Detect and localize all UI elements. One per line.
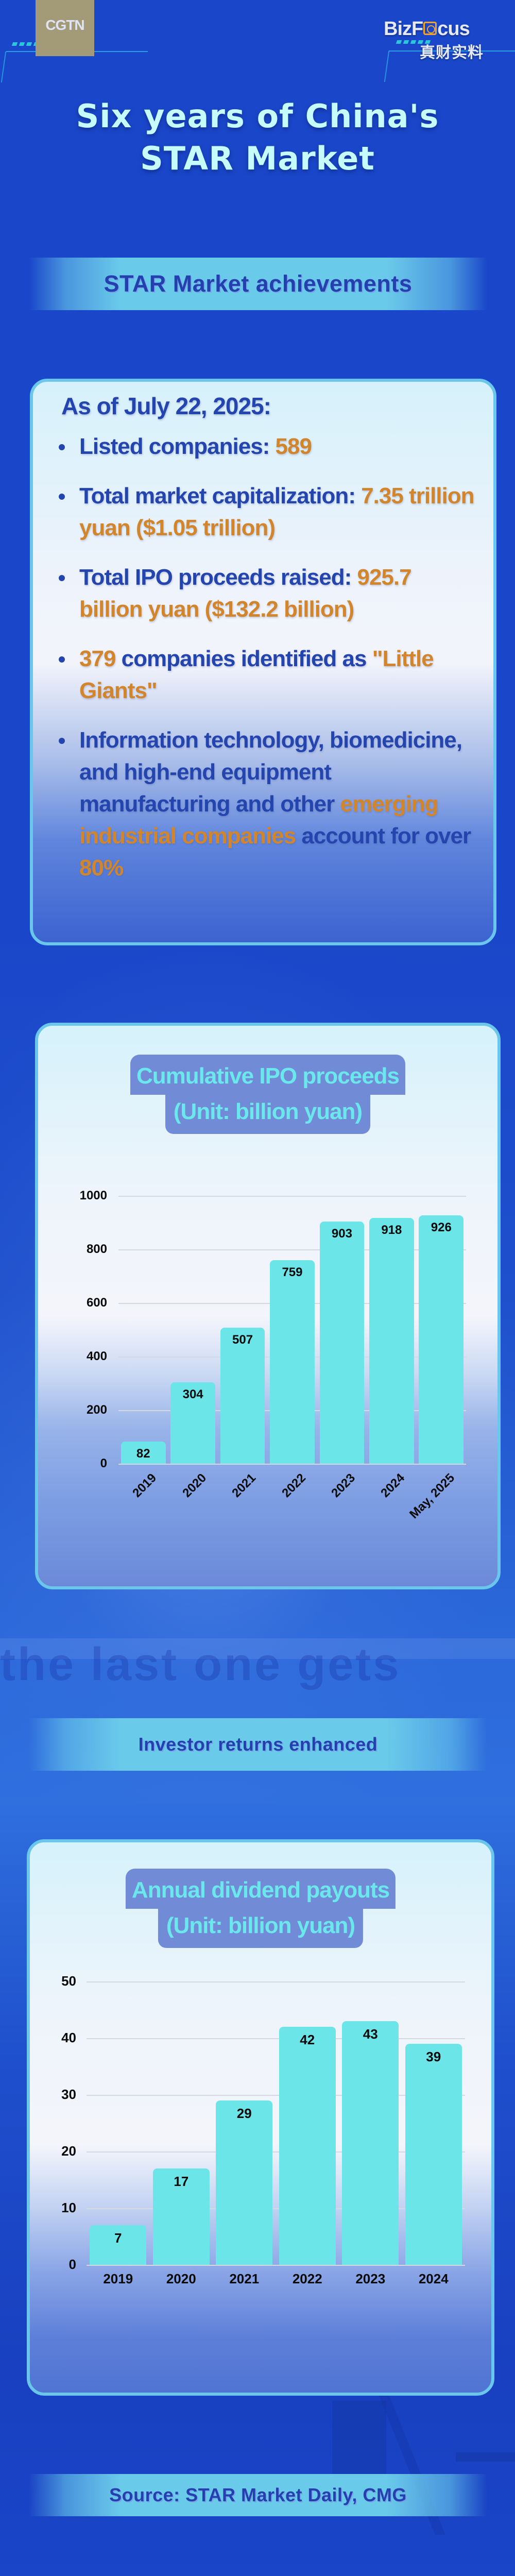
x-tick-label: 2022 xyxy=(292,2271,322,2286)
decorative-line xyxy=(389,50,515,52)
cgtn-logo: CGTN xyxy=(36,0,94,56)
x-tick-label: 2023 xyxy=(329,1471,358,1500)
x-tick-label: May, 2025 xyxy=(406,1471,457,1522)
bar: 918 xyxy=(369,1217,414,1464)
bar-value-label: 759 xyxy=(282,1265,303,1280)
chart-title-badge: Cumulative IPO proceeds (Unit: billion y… xyxy=(130,1055,406,1134)
bar-value-label: 42 xyxy=(300,2032,315,2047)
chart-subtitle: (Unit: billion yuan) xyxy=(158,1909,364,1948)
source-text: Source: STAR Market Daily, CMG xyxy=(109,2484,407,2505)
ipo-chart-card: Cumulative IPO proceeds (Unit: billion y… xyxy=(35,1023,501,1589)
bar-value-label: 903 xyxy=(331,1227,352,1241)
chart-subtitle: (Unit: billion yuan) xyxy=(165,1095,371,1134)
list-item: Listed companies: 589 xyxy=(54,431,476,463)
y-tick-label: 20 xyxy=(61,2143,76,2159)
title-line-1: Six years of China's xyxy=(76,97,439,135)
list-item: 379 companies identified as "Little Gian… xyxy=(54,643,476,707)
decorative-line xyxy=(1,52,7,82)
y-tick-label: 50 xyxy=(61,1973,76,1989)
bar: 39 xyxy=(405,2044,462,2265)
x-tick-label: 2024 xyxy=(418,2271,449,2286)
background-stripe xyxy=(0,1638,515,1659)
section-banner-investor: Investor returns enhanced xyxy=(29,1718,487,1771)
section-title: STAR Market achievements xyxy=(104,270,413,297)
bar: 17 xyxy=(152,2168,210,2265)
bar-value-label: 7 xyxy=(114,2230,122,2246)
background-ghost-text: the last one gets xyxy=(0,1639,401,1690)
bar: 759 xyxy=(270,1260,315,1464)
bar-value-label: 304 xyxy=(182,1387,203,1401)
list-item: Total IPO proceeds raised: 925.7 billion… xyxy=(54,562,476,625)
bar-value-label: 43 xyxy=(363,2026,378,2042)
gridline xyxy=(118,1196,466,1197)
gridline xyxy=(118,1249,466,1250)
y-tick-label: 30 xyxy=(61,2087,76,2103)
gridline xyxy=(87,2038,465,2039)
dividend-bar-chart: 0 10 20 30 40 50 7 2019 17 2020 29 2021 42 2022 43 2023… xyxy=(56,1971,465,2311)
gridline xyxy=(87,2265,465,2266)
gridline xyxy=(87,2151,465,2153)
bar: 29 xyxy=(216,2100,273,2265)
x-tick-label: 2022 xyxy=(279,1471,308,1500)
bar: 7 xyxy=(90,2225,147,2265)
globe-focus-icon xyxy=(423,21,437,35)
y-tick-label: 200 xyxy=(86,1402,107,1417)
achievements-card: As of July 22, 2025: Listed companies: 5… xyxy=(30,379,496,945)
page-title: Six years of China's STAR Market xyxy=(0,95,515,180)
bar: 43 xyxy=(342,2021,399,2265)
bar: 926 xyxy=(419,1215,464,1464)
bizfocus-logo: BizF cus 真财实料 xyxy=(384,18,487,62)
x-tick-label: 2021 xyxy=(229,1471,259,1500)
bizfocus-logo-en: BizF cus xyxy=(384,18,470,40)
y-tick-label: 0 xyxy=(68,2257,76,2273)
dividend-chart-card: Annual dividend payouts (Unit: billion y… xyxy=(27,1839,494,2396)
gridline xyxy=(87,1981,465,1982)
ipo-bar-chart: 0 200 400 600 800 1000 82 2019 304 2020 507 2021 759… xyxy=(77,1185,466,1522)
bar: 42 xyxy=(279,2027,336,2265)
chart-title: Annual dividend payouts xyxy=(125,1869,396,1909)
x-tick-label: 2023 xyxy=(355,2271,386,2286)
y-tick-label: 10 xyxy=(61,2200,76,2216)
section-title: Investor returns enhanced xyxy=(138,1734,378,1755)
chart-title-badge: Annual dividend payouts (Unit: billion y… xyxy=(125,1869,396,1948)
y-tick-label: 800 xyxy=(86,1242,107,1256)
x-tick-label: 2021 xyxy=(229,2271,260,2286)
y-tick-label: 400 xyxy=(86,1349,107,1363)
bar-value-label: 29 xyxy=(236,2106,252,2121)
bar-value-label: 17 xyxy=(174,2174,189,2189)
bizfocus-logo-zh: 真财实料 xyxy=(420,44,484,62)
section-banner-achievements: STAR Market achievements xyxy=(29,258,487,310)
bar: 903 xyxy=(319,1222,365,1464)
x-tick-label: 2020 xyxy=(166,2271,196,2286)
cgtn-logo-text: CGTN xyxy=(45,16,84,33)
y-tick-label: 600 xyxy=(86,1295,107,1310)
x-tick-label: 2024 xyxy=(378,1471,408,1500)
bar-value-label: 918 xyxy=(381,1223,402,1237)
source-banner: Source: STAR Market Daily, CMG xyxy=(29,2474,487,2516)
y-tick-label: 1000 xyxy=(79,1188,107,1202)
bar: 82 xyxy=(121,1442,166,1464)
list-item: Information technology, biomedicine, and… xyxy=(54,724,476,884)
y-tick-label: 40 xyxy=(61,2030,76,2046)
title-line-2: STAR Market xyxy=(140,140,375,177)
bar-value-label: 926 xyxy=(431,1221,452,1235)
x-tick-label: 2020 xyxy=(179,1471,209,1500)
bar-value-label: 39 xyxy=(426,2049,441,2064)
chart-title: Cumulative IPO proceeds xyxy=(130,1055,406,1095)
achievements-date: As of July 22, 2025: xyxy=(61,393,271,419)
x-tick-label: 2019 xyxy=(103,2271,133,2286)
bar: 304 xyxy=(170,1382,216,1464)
bar-value-label: 507 xyxy=(232,1333,253,1347)
background-bar xyxy=(456,2452,515,2462)
gridline xyxy=(87,2095,465,2096)
bar-value-label: 82 xyxy=(136,1447,150,1461)
gridline xyxy=(118,1464,466,1465)
gridline xyxy=(87,2208,465,2209)
achievements-list: Listed companies: 589 Total market capit… xyxy=(54,431,476,902)
x-tick-label: 2019 xyxy=(130,1471,160,1500)
bar: 507 xyxy=(220,1328,265,1464)
y-tick-label: 0 xyxy=(100,1456,107,1470)
list-item: Total market capitalization: 7.35 trilli… xyxy=(54,480,476,544)
